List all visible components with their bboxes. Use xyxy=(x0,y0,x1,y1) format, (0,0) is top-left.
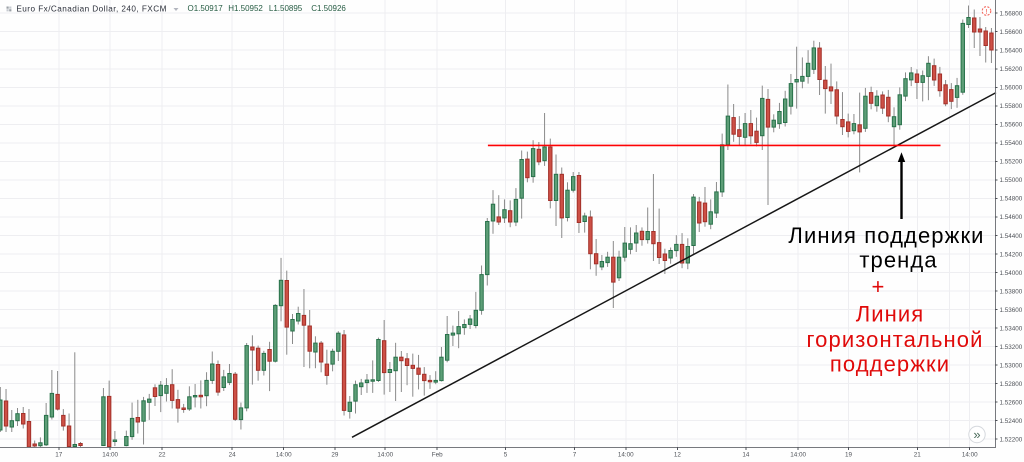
svg-text:1.56800: 1.56800 xyxy=(1000,11,1023,18)
svg-text:1.54200: 1.54200 xyxy=(1000,251,1023,258)
svg-text:1.53800: 1.53800 xyxy=(1000,288,1023,295)
svg-text:1.52800: 1.52800 xyxy=(1000,381,1023,388)
svg-text:29: 29 xyxy=(331,452,339,459)
svg-text:L1.50895: L1.50895 xyxy=(269,4,303,13)
svg-text:1.55600: 1.55600 xyxy=(1000,122,1023,129)
svg-text:горизонтальной: горизонтальной xyxy=(807,327,984,352)
svg-text:21: 21 xyxy=(914,452,922,459)
svg-text:5: 5 xyxy=(504,452,508,459)
svg-text:1.55000: 1.55000 xyxy=(1000,177,1023,184)
svg-text:24: 24 xyxy=(229,452,237,459)
svg-text:14:00: 14:00 xyxy=(962,452,978,459)
svg-text:Euro Fx/Canadian Dollar, 240,: Euro Fx/Canadian Dollar, 240, FXCM xyxy=(16,4,166,13)
svg-text:1.56000: 1.56000 xyxy=(1000,85,1023,92)
svg-text:!: ! xyxy=(985,7,987,16)
svg-text:14: 14 xyxy=(742,452,750,459)
svg-text:1.53400: 1.53400 xyxy=(1000,325,1023,332)
svg-text:O1.50917: O1.50917 xyxy=(188,4,224,13)
svg-text:Линия: Линия xyxy=(856,302,925,327)
svg-text:C1.50926: C1.50926 xyxy=(311,4,346,13)
svg-text:1.53200: 1.53200 xyxy=(1000,344,1023,351)
svg-text:19: 19 xyxy=(845,452,853,459)
svg-text:7: 7 xyxy=(573,452,577,459)
svg-text:17: 17 xyxy=(55,452,63,459)
svg-text:14:00: 14:00 xyxy=(618,452,634,459)
svg-text:1.56200: 1.56200 xyxy=(1000,66,1023,73)
svg-text:1.53600: 1.53600 xyxy=(1000,307,1023,314)
svg-text:1.52600: 1.52600 xyxy=(1000,400,1023,407)
svg-text:+: + xyxy=(872,274,886,299)
svg-text:1.56600: 1.56600 xyxy=(1000,29,1023,36)
svg-text:1.55800: 1.55800 xyxy=(1000,103,1023,110)
svg-text:14:00: 14:00 xyxy=(790,452,806,459)
svg-text:1.56400: 1.56400 xyxy=(1000,48,1023,55)
svg-text:14:00: 14:00 xyxy=(276,452,292,459)
svg-text:Линия поддержки: Линия поддержки xyxy=(788,223,984,248)
svg-text:1.52200: 1.52200 xyxy=(1000,437,1023,444)
svg-text:1.54800: 1.54800 xyxy=(1000,196,1023,203)
svg-text:тренда: тренда xyxy=(859,248,937,273)
svg-text:1.54000: 1.54000 xyxy=(1000,270,1023,277)
svg-text:22: 22 xyxy=(158,452,166,459)
svg-text:1.54600: 1.54600 xyxy=(1000,214,1023,221)
svg-text:14:00: 14:00 xyxy=(377,452,393,459)
svg-text:14:00: 14:00 xyxy=(102,452,118,459)
svg-text:Feb: Feb xyxy=(432,452,443,459)
svg-text:»: » xyxy=(973,427,980,442)
svg-text:1.54400: 1.54400 xyxy=(1000,233,1023,240)
svg-text:1.53000: 1.53000 xyxy=(1000,362,1023,369)
svg-text:поддержки: поддержки xyxy=(830,352,950,377)
svg-text:1.55400: 1.55400 xyxy=(1000,140,1023,147)
svg-text:12: 12 xyxy=(674,452,682,459)
svg-text:1.52400: 1.52400 xyxy=(1000,418,1023,425)
svg-text:H1.50952: H1.50952 xyxy=(228,4,263,13)
svg-text:1.55200: 1.55200 xyxy=(1000,159,1023,166)
